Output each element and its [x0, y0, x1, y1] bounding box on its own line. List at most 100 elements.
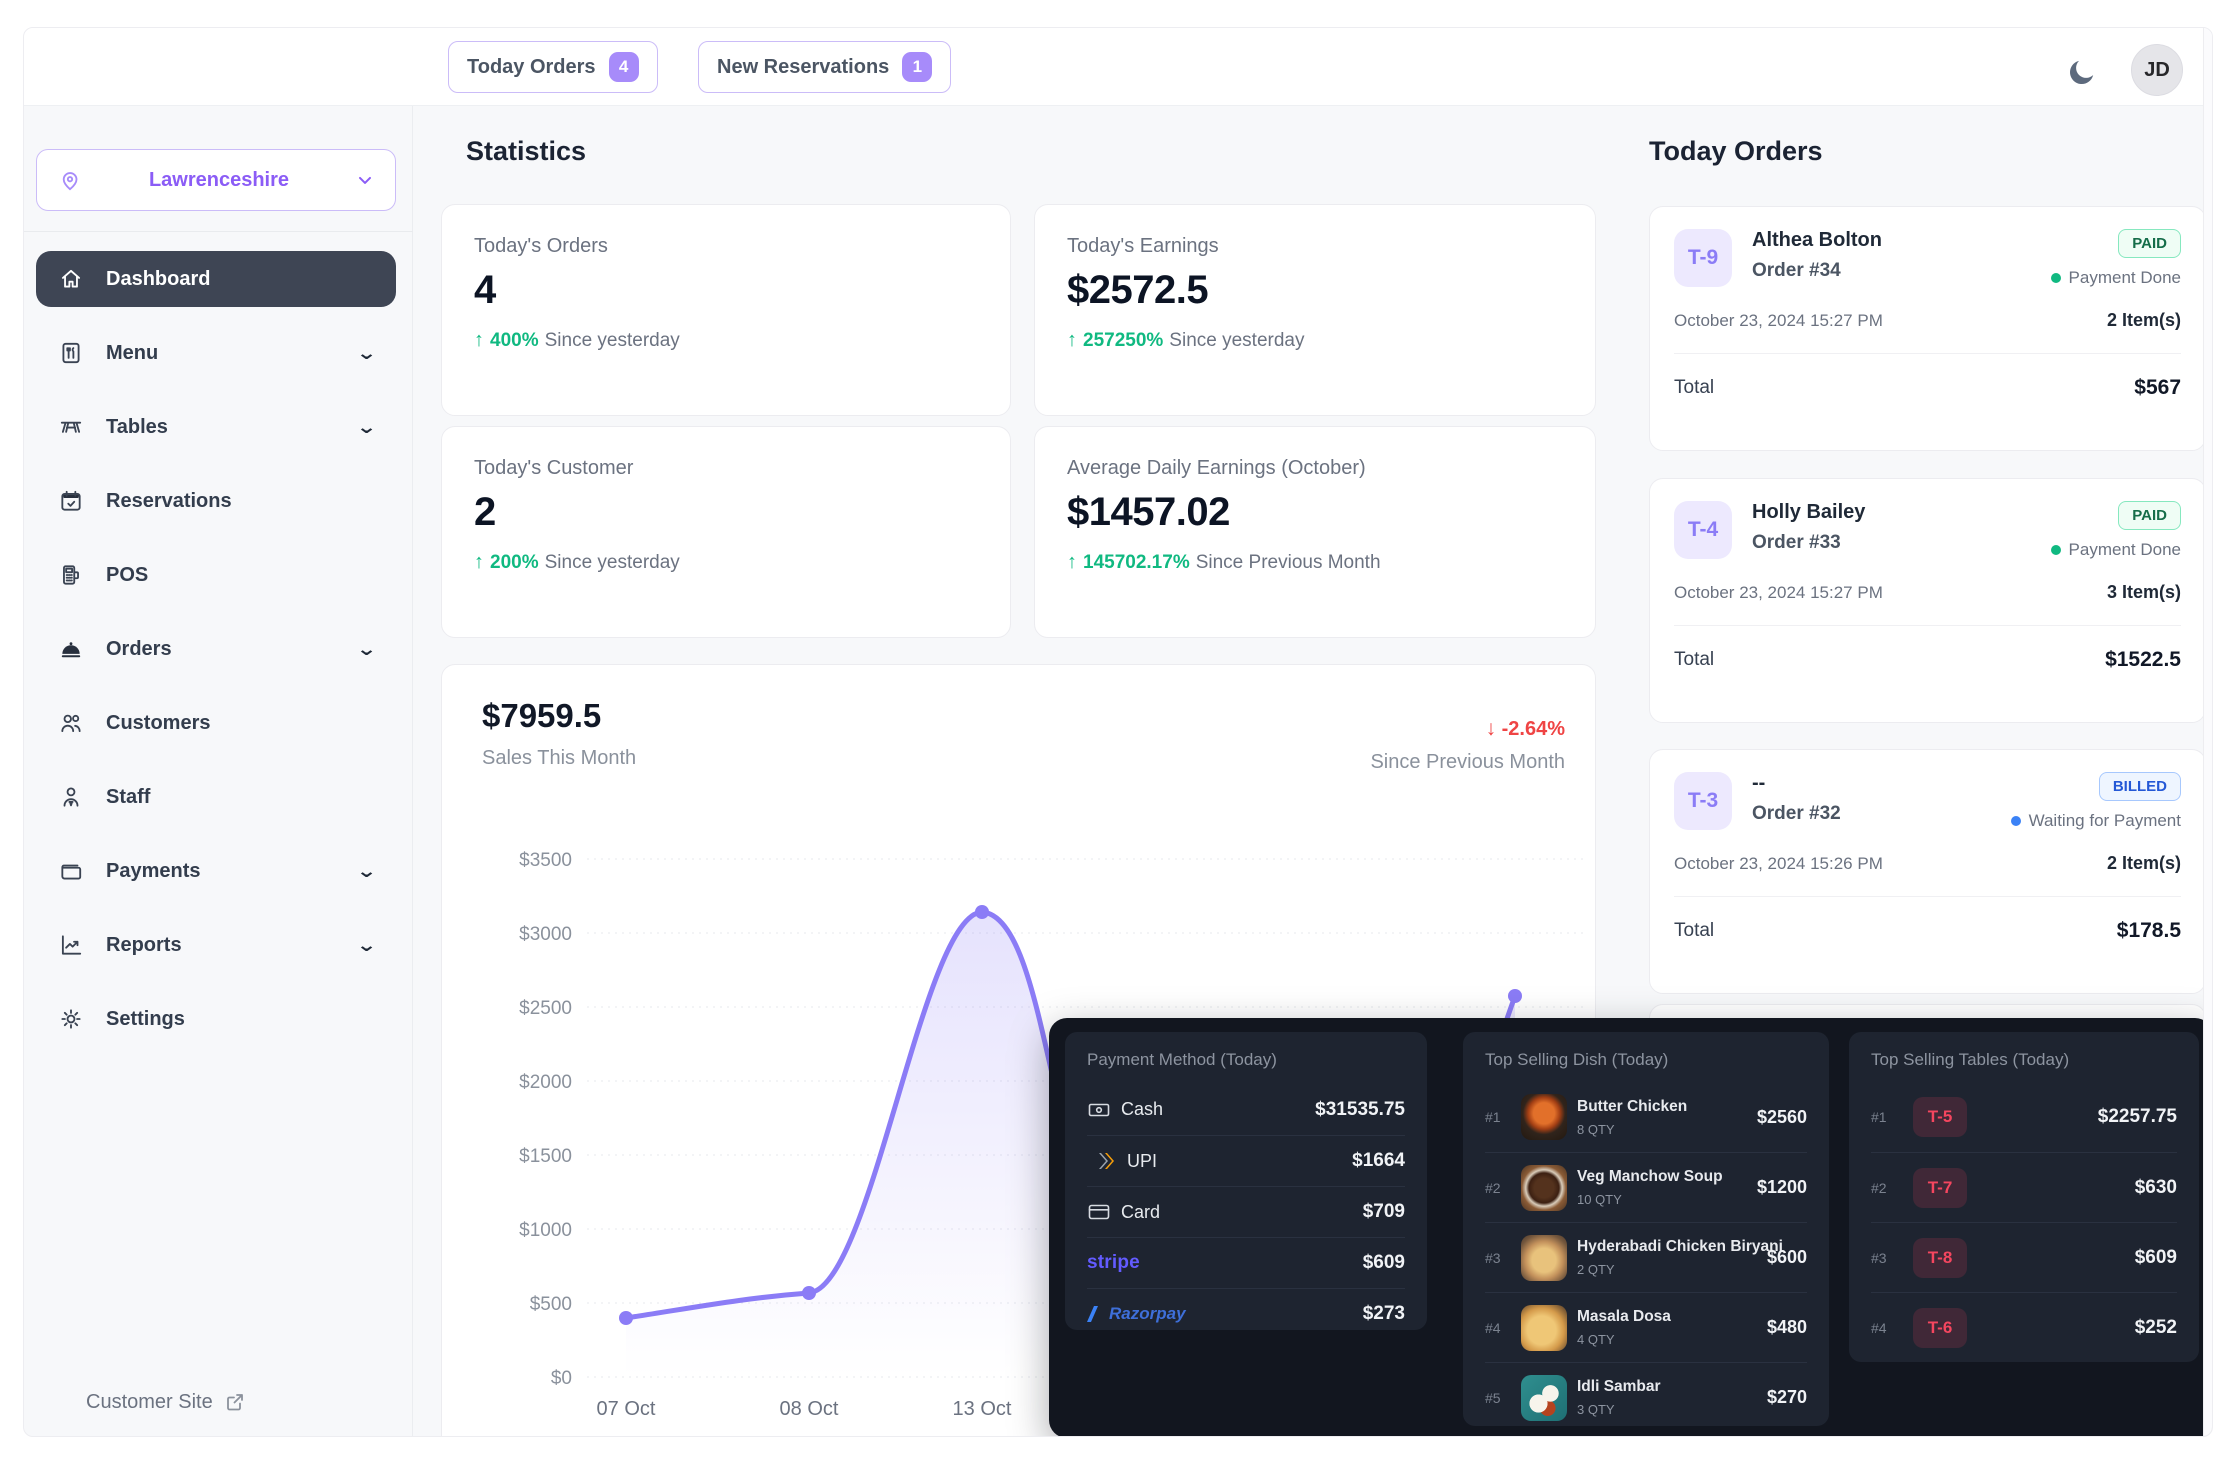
svg-text:$2000: $2000: [519, 1072, 572, 1093]
table-badge: T-3: [1674, 772, 1732, 830]
divider: [1674, 896, 2181, 897]
pos-terminal-icon: [63, 565, 79, 585]
table-rank-row: #3 T-8 $609: [1871, 1222, 2177, 1292]
today-orders-button[interactable]: Today Orders 4: [448, 41, 658, 93]
customer-name: --: [1752, 772, 1766, 794]
table-badge: T-5: [1913, 1097, 1967, 1137]
today-orders-heading: Today Orders: [1649, 136, 1823, 166]
y-axis-ticks: $3500 $3000 $2500 $2000 $1500 $1000 $500…: [519, 850, 572, 1389]
svg-text:$3000: $3000: [519, 924, 572, 945]
payment-method-panel: Payment Method (Today) Cash $31535.75 UP: [1065, 1032, 1427, 1330]
sidebar-item-staff[interactable]: Staff: [36, 769, 396, 825]
table-rank-row: #2 T-7 $630: [1871, 1152, 2177, 1222]
sidebar-item-tables[interactable]: Tables ⌄: [36, 399, 396, 455]
sidebar-item-customers[interactable]: Customers: [36, 695, 396, 751]
status-badge: BILLED: [2098, 772, 2181, 801]
location-selector[interactable]: Lawrenceshire: [36, 149, 396, 211]
payment-row: Cash $31535.75: [1087, 1084, 1405, 1135]
new-reservations-button[interactable]: New Reservations 1: [698, 41, 952, 93]
svg-text:$0: $0: [551, 1368, 572, 1389]
divider: [1674, 625, 2181, 626]
people-icon: [61, 714, 81, 733]
stat-card-average-daily-earnings: Average Daily Earnings (October) $1457.0…: [1034, 426, 1596, 638]
table-icon: [60, 421, 82, 433]
today-orders-count-badge: 4: [608, 52, 639, 82]
stat-card-todays-earnings: Today's Earnings $2572.5 ↑ 257250% Since…: [1034, 204, 1596, 416]
up-arrow-icon: ↑: [1067, 551, 1077, 573]
home-icon: [61, 269, 81, 288]
chevron-down-icon: [359, 176, 371, 184]
sidebar-item-reservations[interactable]: Reservations: [36, 473, 396, 529]
order-card[interactable]: T-3 -- Order #32 BILLED Waiting for Paym…: [1649, 749, 2206, 994]
customer-name: Holly Bailey: [1752, 501, 1866, 523]
status-badge: PAID: [2118, 501, 2181, 530]
card-icon: [1088, 1204, 1110, 1220]
dish-row: #5 Idli Sambar 3 QTY $270: [1485, 1362, 1807, 1432]
order-card[interactable]: T-4 Holly Bailey Order #33 PAID Payment …: [1649, 478, 2206, 723]
top-bar: Today Orders 4 New Reservations 1 JD: [24, 28, 2212, 106]
svg-text:$500: $500: [530, 1294, 572, 1315]
dish-row: #2 Veg Manchow Soup 10 QTY $1200: [1485, 1152, 1807, 1222]
chart-trend-icon: [61, 935, 82, 955]
payment-row: Card $709: [1087, 1186, 1405, 1237]
order-items: 2 Item(s): [2106, 853, 2181, 873]
dish-image: [1521, 1374, 1567, 1421]
total-label: Total: [1674, 920, 1715, 941]
sidebar-item-payments[interactable]: Payments ⌄: [36, 843, 396, 899]
location-name: Lawrenceshire: [148, 168, 290, 191]
sidebar-item-dashboard[interactable]: Dashboard: [36, 251, 396, 307]
vertical-scrollbar[interactable]: [2203, 28, 2212, 1436]
up-arrow-icon: ↑: [474, 551, 484, 573]
order-datetime: October 23, 2024 15:26 PM: [1674, 853, 1883, 873]
svg-text:$1000: $1000: [519, 1220, 572, 1241]
statistics-heading: Statistics: [466, 136, 587, 166]
chevron-down-icon: ⌄: [355, 860, 378, 881]
external-link-icon: [226, 1394, 243, 1411]
avatar[interactable]: JD: [2131, 44, 2183, 96]
order-items: 2 Item(s): [2106, 310, 2181, 330]
dish-image: [1521, 1234, 1567, 1281]
order-total: $178.5: [2116, 919, 2181, 942]
top-selling-dish-panel: Top Selling Dish (Today) #1 Butter Chick…: [1463, 1032, 1829, 1426]
total-label: Total: [1674, 649, 1715, 670]
order-number: Order #34: [1752, 260, 1841, 281]
svg-text:08 Oct: 08 Oct: [780, 1398, 839, 1420]
order-card[interactable]: T-9 Althea Bolton Order #34 PAID Payment…: [1649, 206, 2206, 451]
avatar-initials: JD: [2144, 58, 2170, 81]
order-number: Order #33: [1752, 532, 1841, 553]
status-note: Waiting for Payment: [2028, 811, 2181, 830]
location-pin-icon: [62, 172, 78, 191]
sidebar-nav: Dashboard Menu ⌄ Tables ⌄: [36, 251, 396, 1065]
dark-mode-toggle[interactable]: [2064, 56, 2098, 90]
customer-site-link[interactable]: Customer Site: [86, 1390, 247, 1414]
sidebar-item-menu[interactable]: Menu ⌄: [36, 325, 396, 381]
calendar-check-icon: [61, 490, 81, 511]
sidebar-item-reports[interactable]: Reports ⌄: [36, 917, 396, 973]
stripe-wordmark: stripe: [1087, 1252, 1140, 1273]
down-arrow-icon: ↓: [1485, 717, 1497, 740]
table-badge: T-9: [1674, 229, 1732, 287]
payment-row: stripe $609: [1087, 1237, 1405, 1288]
svg-text:$3500: $3500: [519, 850, 572, 871]
staff-person-icon: [63, 787, 79, 807]
moon-icon: [2069, 60, 2094, 85]
sidebar-item-pos[interactable]: POS: [36, 547, 396, 603]
svg-text:07 Oct: 07 Oct: [597, 1398, 656, 1420]
svg-text:$2500: $2500: [519, 998, 572, 1019]
table-rank-row: #4 T-6 $252: [1871, 1292, 2177, 1362]
table-badge: T-4: [1674, 501, 1732, 559]
order-number: Order #32: [1752, 803, 1841, 824]
menu-book-icon: [62, 342, 80, 364]
sales-total: $7959.5: [482, 697, 602, 734]
sidebar-item-settings[interactable]: Settings: [36, 991, 396, 1047]
divider: [1674, 353, 2181, 354]
sales-subtitle: Sales This Month: [482, 747, 637, 769]
razorpay-wordmark: Razorpay: [1109, 1304, 1186, 1323]
sidebar: Lawrenceshire Dashboard Menu ⌄: [24, 106, 413, 1436]
stats-panels-overlay: Payment Method (Today) Cash $31535.75 UP: [1049, 1018, 2212, 1436]
sidebar-item-orders[interactable]: Orders ⌄: [36, 621, 396, 677]
sales-change: -2.64%: [1501, 718, 1565, 740]
dish-row: #3 Hyderabadi Chicken Biryani 2 QTY $600: [1485, 1222, 1807, 1292]
x-axis-ticks: 07 Oct 08 Oct 13 Oct: [597, 1398, 1012, 1420]
table-badge: T-6: [1913, 1307, 1967, 1348]
